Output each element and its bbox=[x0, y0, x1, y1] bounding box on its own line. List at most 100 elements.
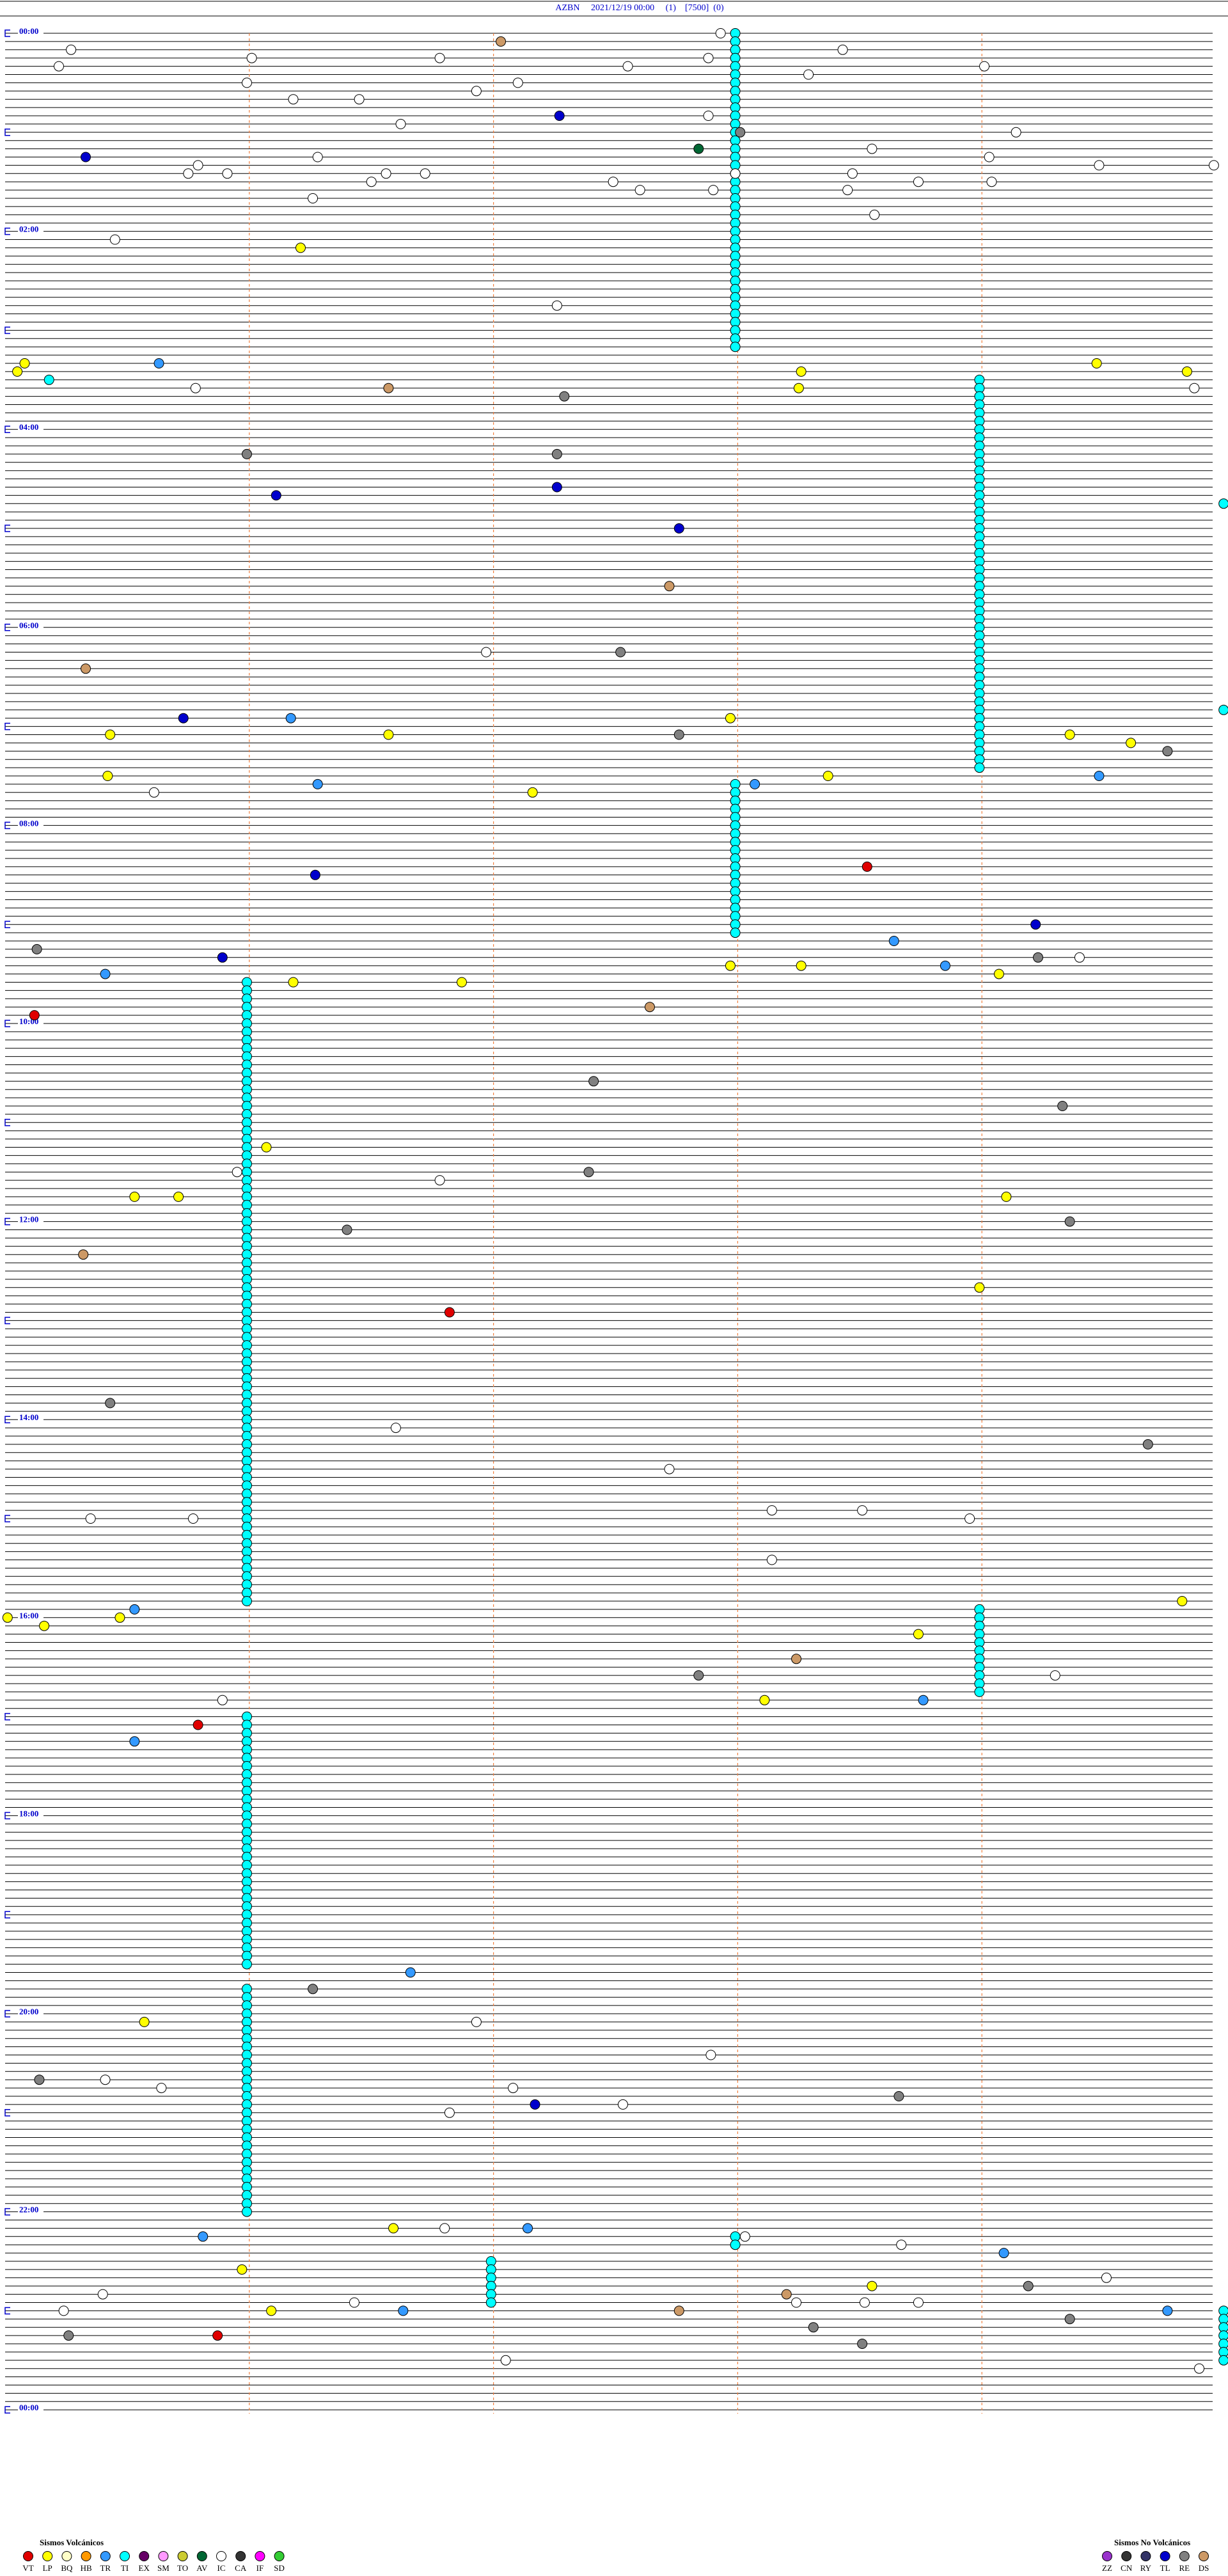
event bbox=[673, 729, 684, 740]
event bbox=[781, 2289, 792, 2300]
event bbox=[156, 2083, 167, 2094]
event bbox=[383, 383, 394, 393]
event bbox=[190, 383, 201, 393]
event bbox=[198, 2231, 209, 2242]
event bbox=[869, 209, 880, 220]
event bbox=[342, 1224, 352, 1235]
event bbox=[766, 1505, 777, 1516]
time-label: 18:00 bbox=[19, 1808, 38, 1818]
event bbox=[823, 771, 833, 781]
hour-bracket bbox=[4, 425, 10, 433]
event bbox=[837, 44, 848, 55]
event bbox=[193, 160, 203, 171]
event bbox=[405, 1967, 416, 1978]
event bbox=[439, 2223, 450, 2234]
event bbox=[1074, 952, 1085, 963]
event bbox=[622, 61, 633, 72]
legend-swatch bbox=[274, 2551, 285, 2561]
time-label: 14:00 bbox=[19, 1412, 38, 1422]
event bbox=[857, 2339, 868, 2349]
event bbox=[791, 2297, 802, 2308]
event bbox=[1030, 919, 1041, 930]
event bbox=[725, 960, 736, 971]
hour-bracket bbox=[4, 1515, 10, 1522]
event bbox=[1091, 358, 1102, 368]
event bbox=[554, 111, 565, 121]
event bbox=[58, 2305, 69, 2316]
time-label-bg bbox=[18, 28, 43, 36]
event bbox=[19, 358, 30, 368]
event bbox=[867, 2280, 878, 2291]
event bbox=[53, 61, 64, 72]
legend-swatch bbox=[235, 2551, 246, 2561]
time-label: 04:00 bbox=[19, 422, 38, 432]
event bbox=[496, 36, 507, 47]
event bbox=[1094, 160, 1105, 171]
event bbox=[1194, 2363, 1205, 2374]
event bbox=[241, 448, 252, 459]
legend-swatch bbox=[120, 2551, 130, 2561]
event bbox=[1023, 2280, 1034, 2291]
header-title: AZBN 2021/12/19 00:00 (1) [7500] (0) bbox=[555, 3, 724, 13]
event bbox=[1064, 2314, 1075, 2325]
event bbox=[608, 177, 618, 187]
time-label-bg bbox=[18, 819, 43, 829]
event bbox=[739, 2231, 750, 2242]
legend-swatch bbox=[42, 2551, 53, 2561]
time-label: 22:00 bbox=[19, 2205, 38, 2215]
legend-code: VT bbox=[22, 2563, 33, 2573]
event bbox=[312, 152, 323, 162]
event bbox=[500, 2355, 511, 2366]
time-label-bg bbox=[18, 2206, 43, 2215]
event bbox=[395, 118, 406, 129]
event bbox=[551, 448, 562, 459]
event bbox=[246, 52, 257, 63]
event bbox=[12, 366, 23, 377]
event bbox=[857, 1505, 868, 1516]
event bbox=[859, 2297, 870, 2308]
event bbox=[434, 1175, 445, 1186]
hour-bracket bbox=[4, 2109, 10, 2117]
event bbox=[183, 168, 194, 179]
event bbox=[530, 2099, 540, 2110]
legend-code: RY bbox=[1140, 2563, 1152, 2573]
event bbox=[381, 168, 391, 179]
legend-code: RE bbox=[1179, 2563, 1190, 2573]
legend-code: HB bbox=[81, 2563, 92, 2573]
event bbox=[295, 242, 306, 253]
legend-title: Sismos Volcánicos bbox=[40, 2538, 104, 2547]
event bbox=[139, 2016, 150, 2027]
swarm-event bbox=[974, 763, 985, 773]
legend-swatch bbox=[196, 2551, 207, 2561]
time-label: 08:00 bbox=[19, 818, 38, 828]
hour-bracket bbox=[4, 2307, 10, 2315]
event bbox=[730, 168, 741, 179]
legend-swatch bbox=[1179, 2551, 1190, 2561]
event bbox=[308, 1984, 319, 1995]
event bbox=[644, 1002, 655, 1013]
legend-swatch bbox=[216, 2551, 226, 2561]
event bbox=[193, 1719, 203, 1730]
time-label: 16:00 bbox=[19, 1611, 38, 1620]
legend-title: Sismos No Volcánicos bbox=[1114, 2538, 1190, 2547]
event bbox=[986, 177, 997, 187]
legend-swatch bbox=[1199, 2551, 1209, 2561]
event bbox=[523, 2223, 533, 2234]
event bbox=[913, 177, 924, 187]
event bbox=[527, 787, 538, 798]
event bbox=[312, 778, 323, 789]
legend-code: TR bbox=[100, 2563, 111, 2573]
event bbox=[471, 86, 482, 97]
time-label: 02:00 bbox=[19, 225, 38, 234]
event bbox=[129, 1191, 140, 1202]
hour-bracket bbox=[4, 624, 10, 631]
event bbox=[766, 1554, 777, 1565]
event bbox=[750, 778, 760, 789]
event bbox=[1050, 1670, 1060, 1681]
event bbox=[796, 960, 807, 971]
legend-code: DS bbox=[1199, 2563, 1209, 2573]
legend-swatch bbox=[100, 2551, 111, 2561]
swarm-event bbox=[241, 2206, 252, 2217]
hour-bracket bbox=[4, 1119, 10, 1126]
